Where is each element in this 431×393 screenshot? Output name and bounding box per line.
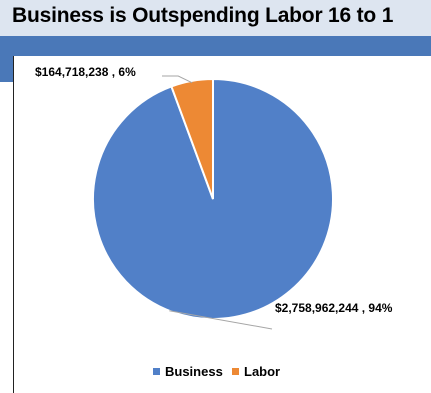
leader-line-business (169, 310, 273, 330)
pie-slice-labor (170, 77, 214, 200)
data-label-labor: $164,718,238 , 6% (35, 65, 136, 79)
legend-label-labor: Labor (244, 364, 280, 379)
leader-line-labor (162, 75, 193, 84)
data-label-business: $2,758,962,244 , 94% (275, 301, 393, 315)
chart-title: Business is Outspending Labor 16 to 1 (12, 4, 394, 27)
legend-label-business: Business (165, 364, 223, 379)
legend-swatch-labor (232, 368, 239, 375)
legend-swatch-business (153, 368, 160, 375)
